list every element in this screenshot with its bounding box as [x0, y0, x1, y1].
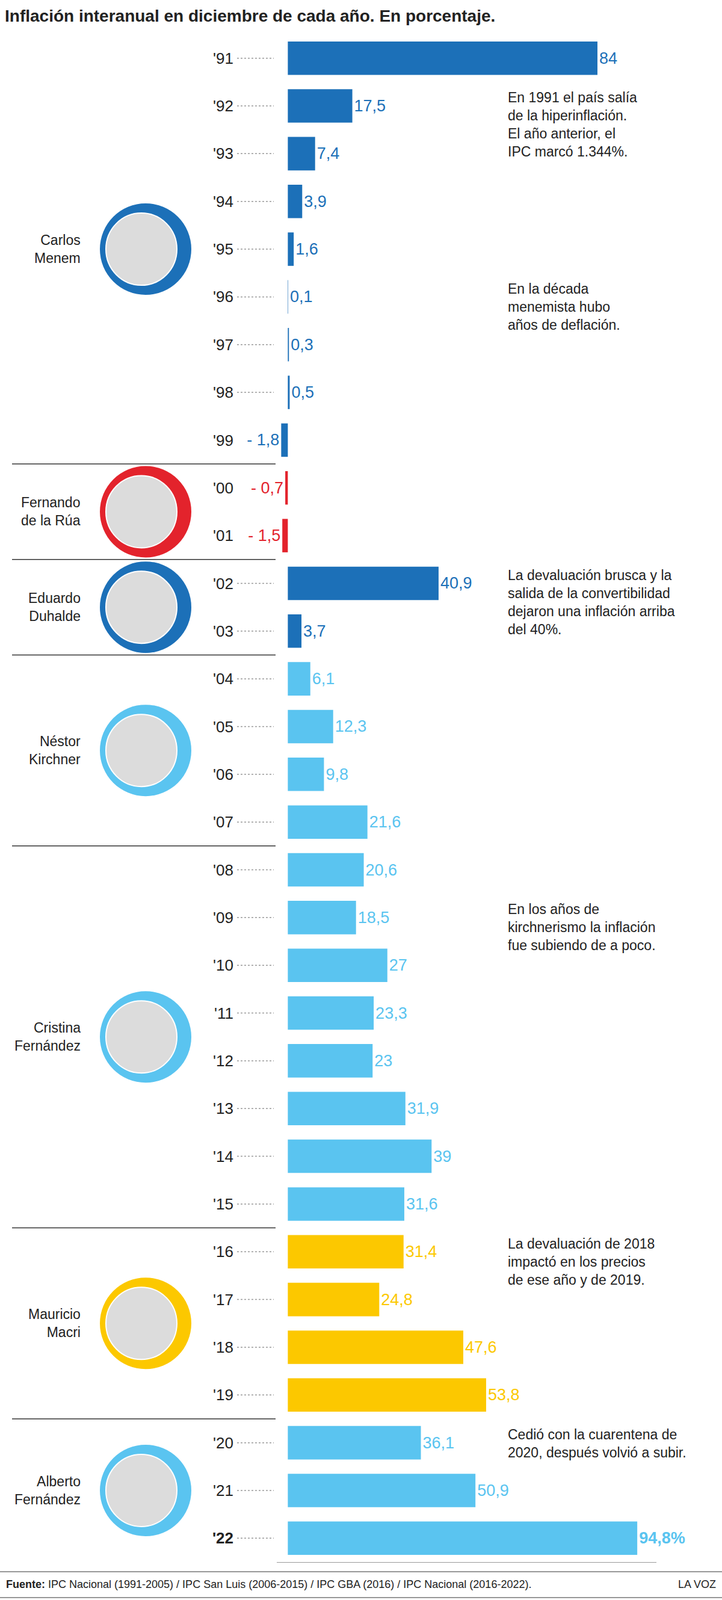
- svg-text:- 1,5: - 1,5: [247, 526, 281, 545]
- svg-text:36,1: 36,1: [422, 1433, 455, 1452]
- svg-text:94,8%: 94,8%: [638, 1528, 686, 1547]
- svg-text:31,4: 31,4: [405, 1242, 438, 1261]
- svg-text:La devaluación de 2018impactó: La devaluación de 2018impactó en los pre…: [507, 1235, 655, 1288]
- svg-text:'10: '10: [212, 956, 234, 975]
- svg-text:23,3: 23,3: [375, 1004, 408, 1023]
- svg-text:'11: '11: [214, 1004, 234, 1023]
- svg-text:50,9: 50,9: [477, 1481, 510, 1500]
- svg-text:6,1: 6,1: [312, 669, 336, 688]
- svg-text:'17: '17: [212, 1290, 234, 1309]
- svg-text:1,6: 1,6: [295, 240, 319, 259]
- svg-text:'91: '91: [212, 49, 234, 68]
- svg-text:31,9: 31,9: [407, 1099, 440, 1118]
- svg-text:20,6: 20,6: [365, 860, 398, 880]
- svg-text:En los años dekirchnerismo la: En los años dekirchnerismo la inflaciónf…: [507, 901, 656, 954]
- svg-text:'94: '94: [212, 192, 234, 211]
- svg-text:La devaluación brusca y lasali: La devaluación brusca y lasalida de la c…: [507, 567, 676, 638]
- svg-text:Inflación interanual en diciem: Inflación interanual en diciembre de cad…: [4, 6, 496, 26]
- svg-text:84: 84: [599, 49, 618, 68]
- svg-text:Fuente: IPC Nacional (1991-200: Fuente: IPC Nacional (1991-2005) / IPC S…: [6, 1578, 532, 1591]
- svg-text:'21: '21: [212, 1481, 234, 1500]
- svg-text:'93: '93: [212, 144, 234, 163]
- svg-text:7,4: 7,4: [317, 144, 340, 163]
- svg-text:- 1,8: - 1,8: [246, 430, 280, 449]
- svg-text:Fernandode la Rúa: Fernandode la Rúa: [21, 494, 81, 529]
- svg-text:'05: '05: [212, 717, 234, 736]
- svg-text:0,1: 0,1: [290, 287, 313, 306]
- svg-text:'00: '00: [212, 478, 234, 497]
- svg-text:- 0,7: - 0,7: [250, 478, 284, 497]
- svg-text:'06: '06: [212, 765, 234, 784]
- svg-text:24,8: 24,8: [380, 1290, 413, 1309]
- svg-text:0,3: 0,3: [290, 335, 314, 354]
- svg-text:39: 39: [433, 1147, 452, 1166]
- svg-text:'95: '95: [212, 240, 234, 259]
- svg-text:53,8: 53,8: [487, 1385, 520, 1404]
- svg-text:'03: '03: [212, 622, 234, 641]
- svg-text:'04: '04: [212, 669, 234, 688]
- svg-text:'22: '22: [212, 1528, 234, 1547]
- svg-text:12,3: 12,3: [335, 717, 368, 736]
- svg-text:23: 23: [374, 1051, 393, 1070]
- svg-text:'13: '13: [212, 1099, 234, 1118]
- svg-text:18,5: 18,5: [357, 908, 390, 927]
- svg-text:3,7: 3,7: [303, 622, 327, 641]
- svg-text:LA VOZ: LA VOZ: [678, 1578, 716, 1591]
- svg-text:'20: '20: [212, 1433, 234, 1452]
- svg-text:MauricioMacri: MauricioMacri: [28, 1306, 81, 1340]
- svg-text:'92: '92: [212, 96, 234, 115]
- svg-text:'07: '07: [212, 812, 234, 831]
- svg-text:AlbertoFernández: AlbertoFernández: [14, 1473, 81, 1508]
- svg-text:47,6: 47,6: [465, 1338, 497, 1357]
- svg-text:CarlosMenem: CarlosMenem: [34, 232, 81, 266]
- svg-text:'19: '19: [212, 1385, 234, 1404]
- svg-text:EduardoDuhalde: EduardoDuhalde: [28, 590, 81, 624]
- svg-text:'02: '02: [212, 574, 234, 593]
- svg-text:'14: '14: [212, 1147, 234, 1166]
- svg-text:'09: '09: [212, 908, 234, 927]
- svg-text:'98: '98: [212, 383, 234, 402]
- svg-text:27: 27: [389, 956, 408, 975]
- svg-text:'08: '08: [212, 860, 234, 880]
- svg-text:En 1991 el país salíade la hip: En 1991 el país salíade la hiperinflació…: [507, 89, 638, 160]
- svg-text:NéstorKirchner: NéstorKirchner: [28, 733, 81, 768]
- svg-text:'16: '16: [212, 1242, 234, 1261]
- svg-text:'96: '96: [212, 287, 234, 306]
- svg-text:3,9: 3,9: [303, 192, 327, 211]
- svg-text:21,6: 21,6: [369, 812, 402, 831]
- svg-text:0,5: 0,5: [291, 383, 315, 402]
- svg-text:En la décadamenemista huboaños: En la décadamenemista huboaños de deflac…: [507, 280, 621, 333]
- svg-text:'01: '01: [212, 526, 234, 545]
- svg-text:40,9: 40,9: [440, 573, 473, 593]
- svg-text:'18: '18: [212, 1338, 234, 1357]
- svg-text:'99: '99: [212, 431, 234, 450]
- svg-text:17,5: 17,5: [354, 96, 387, 115]
- svg-text:CristinaFernández: CristinaFernández: [14, 1019, 81, 1054]
- svg-text:9,8: 9,8: [325, 765, 349, 784]
- svg-text:'12: '12: [212, 1051, 234, 1070]
- svg-text:'97: '97: [212, 335, 234, 354]
- svg-text:31,6: 31,6: [406, 1194, 439, 1213]
- svg-text:Cedió con la cuarentena de2020: Cedió con la cuarentena de2020, después …: [507, 1426, 687, 1461]
- svg-text:'15: '15: [212, 1194, 234, 1213]
